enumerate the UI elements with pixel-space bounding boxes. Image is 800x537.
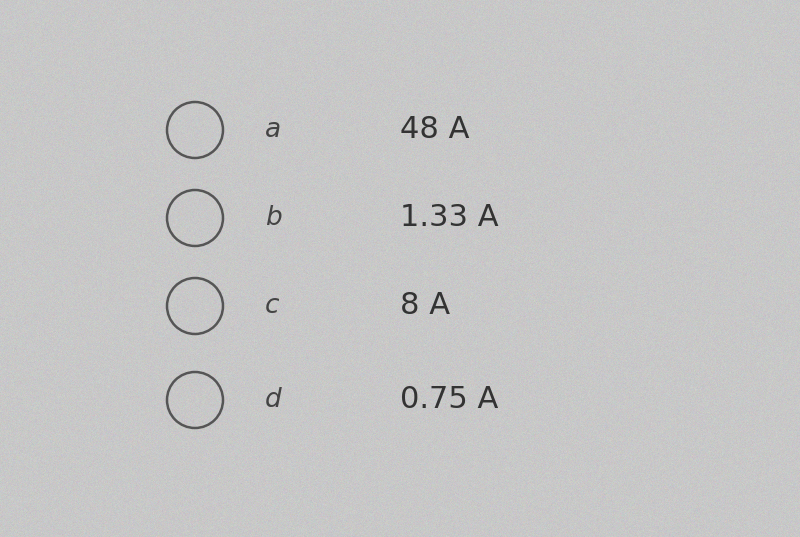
Text: 8 A: 8 A xyxy=(400,292,450,321)
Text: c: c xyxy=(265,293,279,319)
Text: b: b xyxy=(265,205,282,231)
Text: 48 A: 48 A xyxy=(400,115,470,144)
Text: 0.75 A: 0.75 A xyxy=(400,386,498,415)
Text: 1.33 A: 1.33 A xyxy=(400,204,498,233)
Text: d: d xyxy=(265,387,282,413)
Text: a: a xyxy=(265,117,281,143)
